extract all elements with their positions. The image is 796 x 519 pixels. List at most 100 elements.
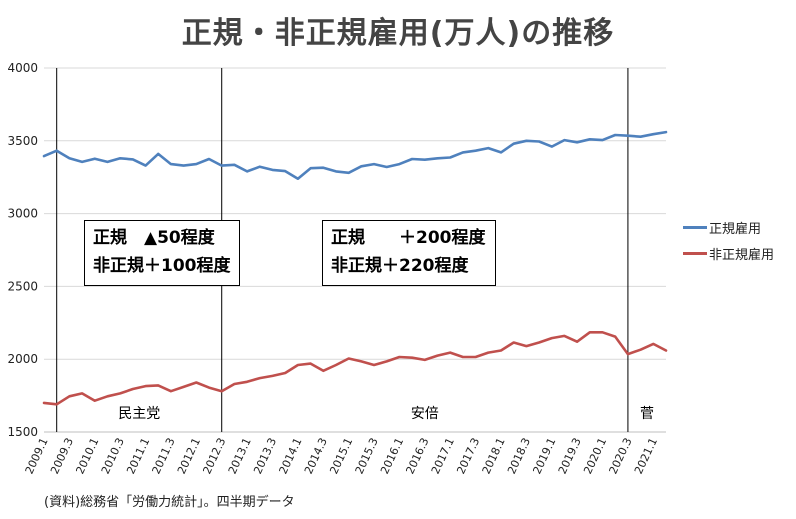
- data-point-s1-29: [411, 356, 413, 359]
- data-point-s1-5: [106, 395, 109, 398]
- x-tick-label-2015.3: 2015.3: [353, 436, 381, 476]
- data-point-s1-46: [627, 353, 629, 355]
- data-point-s1-32: [449, 351, 452, 354]
- data-point-s0-10: [170, 163, 172, 165]
- data-point-s1-9: [157, 384, 160, 387]
- data-point-s0-49: [665, 131, 667, 133]
- x-tick-label-2014.3: 2014.3: [302, 436, 330, 476]
- data-point-s1-41: [563, 335, 566, 337]
- source-note: (資料)総務省「労働力統計」。四半期データ: [44, 495, 295, 510]
- data-point-s0-18: [271, 169, 274, 171]
- data-point-s1-3: [81, 392, 83, 395]
- data-point-s0-16: [246, 170, 248, 173]
- x-tick-label-2017.1: 2017.1: [429, 436, 457, 476]
- data-point-s1-28: [398, 356, 401, 358]
- y-tick-label-4000: 4000: [7, 61, 38, 75]
- data-point-s1-15: [233, 383, 236, 385]
- x-tick-label-2011.1: 2011.1: [124, 436, 152, 476]
- data-point-s1-25: [360, 360, 363, 363]
- data-point-s1-40: [550, 337, 553, 339]
- data-point-s1-7: [132, 388, 134, 390]
- data-point-s1-47: [639, 348, 642, 351]
- x-tick-label-2011.3: 2011.3: [150, 436, 178, 476]
- note-dpj-line2: 非正規＋100程度: [93, 256, 231, 276]
- data-point-s0-33: [462, 151, 464, 154]
- data-point-s1-43: [589, 331, 591, 334]
- data-point-s0-7: [132, 158, 134, 161]
- data-point-s1-23: [335, 364, 337, 366]
- y-tick-label-3500: 3500: [7, 134, 38, 148]
- data-point-s0-23: [335, 170, 337, 173]
- data-point-s1-2: [68, 395, 71, 398]
- x-tick-label-2019.1: 2019.1: [530, 436, 558, 476]
- data-point-s1-48: [652, 343, 655, 345]
- series-line-1: [42, 330, 668, 406]
- data-point-s1-44: [601, 331, 604, 334]
- data-point-s0-5: [106, 161, 109, 163]
- x-tick-label-2013.1: 2013.1: [226, 436, 254, 476]
- data-point-s0-0: [43, 155, 45, 157]
- note-box-dpj: 正規 ▲50程度 非正規＋100程度: [84, 220, 240, 286]
- data-point-s0-29: [411, 158, 413, 160]
- data-point-s0-32: [449, 156, 452, 159]
- x-tick-label-2021.1: 2021.1: [632, 436, 660, 476]
- x-tick-label-2013.3: 2013.3: [251, 436, 279, 476]
- x-tick-label-2019.3: 2019.3: [556, 436, 584, 476]
- data-point-s0-19: [284, 170, 286, 172]
- data-point-s0-12: [195, 163, 198, 165]
- data-point-s0-43: [589, 138, 591, 141]
- data-point-s0-44: [601, 139, 604, 141]
- data-point-s0-42: [576, 141, 578, 144]
- x-tick-label-2016.3: 2016.3: [403, 436, 431, 476]
- data-point-s0-37: [512, 142, 515, 145]
- data-point-s1-1: [55, 403, 58, 406]
- data-point-s0-17: [258, 165, 261, 168]
- data-point-s1-14: [220, 390, 223, 393]
- x-tick-label-2010.1: 2010.1: [73, 436, 101, 476]
- x-tick-label-2015.1: 2015.1: [327, 436, 355, 476]
- y-tick-label-1500: 1500: [7, 425, 38, 439]
- legend-label-regular: 正規雇用: [709, 222, 762, 237]
- data-point-s1-42: [576, 340, 578, 343]
- data-point-s1-27: [385, 360, 388, 363]
- data-point-s0-3: [81, 161, 83, 163]
- note-box-abe: 正規 ＋200程度 非正規＋220程度: [322, 220, 496, 286]
- data-point-s1-11: [182, 386, 185, 388]
- y-tick-label-2000: 2000: [7, 352, 38, 366]
- x-tick-label-2012.3: 2012.3: [200, 436, 228, 476]
- data-point-s1-39: [538, 341, 540, 344]
- data-point-s1-24: [347, 357, 350, 360]
- data-point-s0-25: [360, 165, 363, 168]
- era-label-2: 菅: [640, 406, 654, 422]
- era-label-1: 安倍: [411, 406, 439, 422]
- data-point-s0-36: [500, 151, 502, 154]
- data-point-s0-27: [385, 166, 388, 168]
- data-point-s0-41: [563, 139, 566, 141]
- data-point-s1-0: [43, 402, 45, 404]
- data-point-s1-37: [512, 341, 515, 344]
- data-point-s0-47: [639, 135, 642, 138]
- data-point-s1-20: [297, 364, 299, 366]
- data-point-s0-13: [208, 158, 210, 160]
- data-point-s1-36: [500, 349, 502, 352]
- legend-swatch-regular: [683, 226, 707, 229]
- data-point-s1-12: [195, 381, 198, 384]
- chart-title: 正規・非正規雇用(万人)の推移: [181, 16, 615, 51]
- data-point-s1-17: [258, 377, 261, 379]
- x-tick-label-2018.3: 2018.3: [505, 436, 533, 476]
- data-point-s0-4: [93, 157, 96, 160]
- data-point-s0-20: [297, 177, 299, 180]
- data-point-s0-22: [322, 166, 325, 169]
- data-point-s1-16: [246, 380, 248, 383]
- x-tick-label-2010.3: 2010.3: [99, 436, 127, 476]
- x-tick-label-2020.1: 2020.1: [581, 436, 609, 476]
- x-tick-label-2014.1: 2014.1: [277, 436, 305, 476]
- data-point-s0-30: [424, 158, 426, 161]
- data-point-s1-31: [436, 354, 439, 357]
- data-point-s0-14: [220, 164, 223, 167]
- data-point-s0-46: [627, 134, 629, 137]
- legend-label-nonregular: 非正規雇用: [709, 248, 775, 263]
- x-tick-label-2020.3: 2020.3: [607, 436, 635, 476]
